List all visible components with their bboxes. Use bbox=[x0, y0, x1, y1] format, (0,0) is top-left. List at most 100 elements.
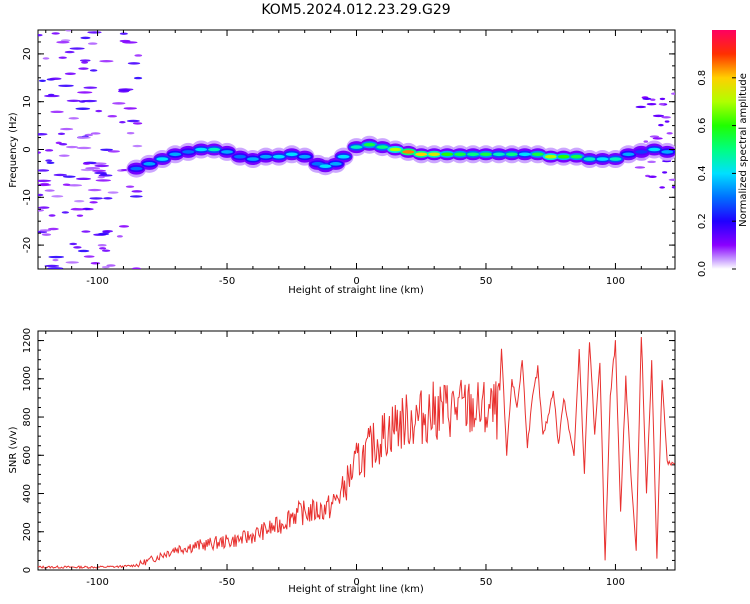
spectrogram-noise-cell bbox=[53, 173, 67, 177]
colorbar-tick-label: 0.4 bbox=[697, 165, 708, 181]
spectrogram-noise-cell bbox=[646, 102, 657, 106]
spectrogram-noise-cell bbox=[52, 258, 59, 262]
spectrogram-noise-cell bbox=[126, 131, 135, 135]
spectrogram-noise-cell bbox=[38, 179, 52, 183]
spectrogram-noise-cell bbox=[99, 247, 107, 250]
spectrogram-noise-cell bbox=[132, 122, 143, 125]
spectrogram-noise-cell bbox=[133, 76, 143, 80]
spectrogram-noise-cell bbox=[50, 110, 64, 114]
spectrogram-peak bbox=[402, 150, 415, 154]
spectrogram-noise-cell bbox=[66, 184, 83, 187]
spectrogram-x-tick-label: 50 bbox=[480, 276, 493, 287]
spectrogram-x-tick-label: -100 bbox=[86, 276, 109, 287]
spectrogram-noise-cell bbox=[90, 132, 101, 135]
spectrogram-noise-cell bbox=[649, 135, 660, 138]
spectrogram-noise-cell bbox=[65, 261, 79, 264]
spectrogram-noise-cell bbox=[75, 177, 92, 181]
snr-plot-area bbox=[37, 330, 676, 571]
colorbar-tick-label: 0.6 bbox=[697, 118, 708, 134]
spectrogram-noise-cell bbox=[77, 91, 93, 94]
spectrogram-noise-cell bbox=[64, 50, 75, 54]
spectrogram-noise-cell bbox=[47, 227, 59, 231]
spectrogram-peak bbox=[221, 150, 234, 154]
spectrogram-peak bbox=[272, 154, 285, 159]
spectrogram-y-tick-label: 20 bbox=[22, 48, 33, 61]
spectrogram-noise-cell bbox=[82, 162, 91, 165]
spectrogram-noise-cell bbox=[44, 264, 60, 268]
spectrogram-peak bbox=[376, 145, 389, 149]
spectrogram-noise-cell bbox=[71, 207, 80, 211]
colorbar-tick-label: 0.2 bbox=[697, 213, 708, 229]
spectrogram-peak bbox=[479, 152, 492, 157]
spectrogram-peak bbox=[311, 162, 324, 166]
spectrogram-peak bbox=[143, 162, 156, 166]
colorbar-tick-label: 0.0 bbox=[697, 261, 708, 277]
spectrogram-noise-cell bbox=[62, 175, 76, 178]
spectrogram-peak bbox=[156, 157, 169, 161]
spectrogram-noise-cell bbox=[666, 132, 673, 135]
snr-x-axis-label: Height of straight line (km) bbox=[288, 584, 424, 595]
snr-x-tick-label: -50 bbox=[219, 577, 235, 588]
spectrogram-peak bbox=[182, 150, 195, 154]
spectrogram-noise-cell bbox=[659, 97, 666, 101]
spectrogram-noise-cell bbox=[131, 190, 143, 193]
snr-y-tick-label: 200 bbox=[22, 522, 33, 541]
spectrogram-noise-cell bbox=[92, 169, 106, 173]
spectrogram-noise-cell bbox=[56, 41, 70, 44]
colorbar-label: Normalized spectral amplitude bbox=[738, 73, 749, 227]
colorbar-scale bbox=[712, 30, 736, 269]
spectrogram-noise-cell bbox=[75, 107, 91, 110]
spectrogram-noise-cell bbox=[100, 148, 113, 151]
spectrogram-peak bbox=[169, 152, 182, 157]
spectrogram-peak bbox=[622, 152, 635, 157]
spectrogram-noise-cell bbox=[38, 206, 50, 209]
spectrogram-noise-cell bbox=[85, 167, 101, 170]
spectrogram-noise-cell bbox=[102, 230, 111, 234]
spectrogram-noise-cell bbox=[127, 62, 141, 65]
spectrogram-noise-cell bbox=[126, 119, 140, 123]
spectrogram-noise-cell bbox=[68, 117, 79, 120]
spectrogram-noise-cell bbox=[51, 195, 64, 198]
spectrogram-noise-cell bbox=[76, 214, 84, 217]
spectrogram-noise-cell bbox=[65, 145, 78, 149]
snr-x-tick-label: -100 bbox=[86, 577, 109, 588]
spectrogram-noise-cell bbox=[97, 232, 110, 236]
spectrogram-noise-cell bbox=[648, 175, 657, 178]
spectrogram-noise-cell bbox=[103, 197, 113, 200]
spectrogram-noise-cell bbox=[658, 102, 665, 106]
spectrogram-noise-cell bbox=[83, 86, 98, 89]
spectrogram-noise-cell bbox=[69, 242, 78, 246]
spectrogram-peak bbox=[130, 166, 143, 171]
spectrogram-peak bbox=[246, 157, 259, 161]
spectrogram-noise-cell bbox=[668, 178, 675, 182]
spectrogram-noise-cell bbox=[661, 116, 671, 119]
spectrogram-noise-cell bbox=[125, 185, 135, 188]
spectrogram-noise-cell bbox=[118, 225, 130, 228]
spectrogram-x-axis-label: Height of straight line (km) bbox=[288, 285, 424, 296]
spectrogram-y-tick-label: 0 bbox=[22, 146, 33, 152]
spectrogram-noise-cell bbox=[97, 175, 105, 179]
spectrogram-noise-cell bbox=[80, 36, 91, 40]
spectrogram-noise-cell bbox=[62, 183, 71, 186]
spectrogram-peak bbox=[518, 152, 531, 157]
spectrogram-noise-cell bbox=[129, 195, 143, 198]
colorbar-tick-label: 0.8 bbox=[697, 70, 708, 86]
spectrogram-noise-cell bbox=[44, 149, 54, 152]
spectrogram-peak bbox=[350, 145, 363, 149]
spectrogram-noise-cell bbox=[46, 161, 55, 165]
spectrogram-noise-cell bbox=[42, 57, 50, 60]
spectrogram-noise-cell bbox=[51, 32, 60, 35]
spectrogram-noise-cell bbox=[119, 39, 131, 43]
spectrogram-noise-cell bbox=[100, 173, 108, 176]
spectrogram-peak bbox=[570, 154, 583, 159]
spectrogram-noise-cell bbox=[60, 127, 74, 131]
spectrogram-noise-cell bbox=[664, 120, 670, 123]
spectrogram-noise-cell bbox=[95, 109, 103, 113]
spectrogram-noise-cell bbox=[38, 133, 48, 136]
spectrogram-noise-cell bbox=[107, 191, 119, 194]
spectrogram-noise-cell bbox=[58, 84, 74, 87]
spectrogram-noise-cell bbox=[99, 59, 114, 63]
